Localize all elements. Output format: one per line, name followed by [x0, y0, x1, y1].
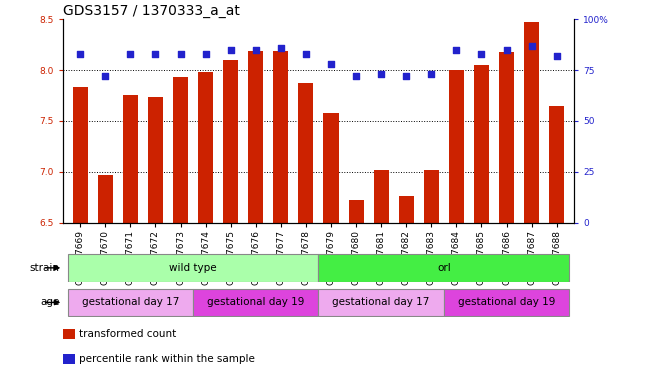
Bar: [499, 52, 514, 223]
Bar: [549, 106, 564, 223]
Point: [376, 71, 386, 77]
Bar: [273, 51, 288, 223]
Bar: [148, 96, 163, 223]
Bar: [444, 289, 569, 316]
Text: transformed count: transformed count: [79, 329, 176, 339]
Point: [251, 47, 261, 53]
Point: [325, 61, 336, 67]
Bar: [198, 72, 213, 223]
Point: [125, 51, 136, 57]
Bar: [123, 94, 138, 223]
Point: [350, 73, 361, 79]
Bar: [323, 113, 339, 223]
Point: [75, 51, 86, 57]
Point: [526, 43, 537, 49]
Bar: [374, 170, 389, 223]
Text: orl: orl: [437, 263, 451, 273]
Bar: [193, 289, 319, 316]
Text: wild type: wild type: [169, 263, 217, 273]
Bar: [298, 83, 313, 223]
Bar: [524, 22, 539, 223]
Point: [276, 45, 286, 51]
Bar: [68, 254, 319, 282]
Bar: [424, 170, 439, 223]
Text: strain: strain: [30, 263, 59, 273]
Point: [501, 47, 512, 53]
Point: [401, 73, 411, 79]
Point: [551, 53, 562, 59]
Bar: [449, 70, 464, 223]
Point: [451, 47, 461, 53]
Text: gestational day 17: gestational day 17: [333, 297, 430, 308]
Bar: [319, 254, 569, 282]
Point: [201, 51, 211, 57]
Bar: [248, 51, 263, 223]
Bar: [98, 175, 113, 223]
Bar: [399, 196, 414, 223]
Bar: [173, 77, 188, 223]
Bar: [474, 65, 489, 223]
Point: [476, 51, 486, 57]
Bar: [223, 60, 238, 223]
Bar: [319, 289, 444, 316]
Text: gestational day 19: gestational day 19: [207, 297, 304, 308]
Text: age: age: [40, 297, 59, 308]
Text: gestational day 19: gestational day 19: [458, 297, 555, 308]
Point: [150, 51, 161, 57]
Point: [176, 51, 186, 57]
Text: GDS3157 / 1370333_a_at: GDS3157 / 1370333_a_at: [63, 4, 240, 18]
Text: percentile rank within the sample: percentile rank within the sample: [79, 354, 255, 364]
Point: [301, 51, 312, 57]
Point: [226, 47, 236, 53]
Bar: [68, 289, 193, 316]
Point: [426, 71, 436, 77]
Bar: [348, 200, 364, 223]
Bar: [73, 88, 88, 223]
Point: [100, 73, 111, 79]
Text: gestational day 17: gestational day 17: [82, 297, 179, 308]
